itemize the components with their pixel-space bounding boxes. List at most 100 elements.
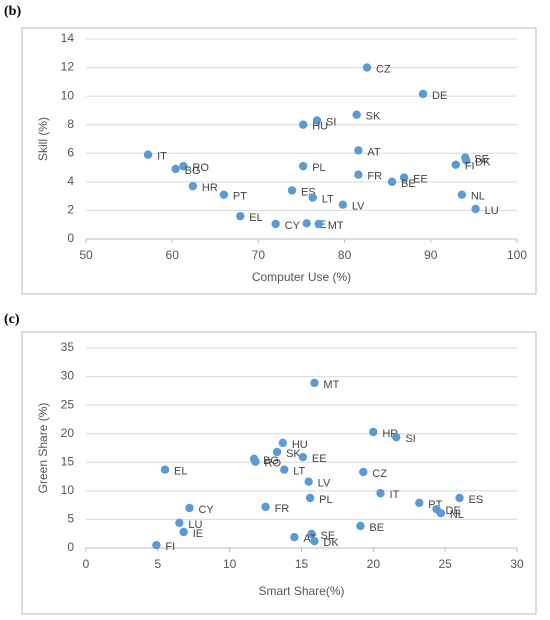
point-label: EL <box>174 466 187 478</box>
point-label: IT <box>390 489 400 501</box>
point <box>354 146 363 155</box>
point <box>415 498 424 508</box>
point <box>175 518 184 528</box>
point-label: MT <box>323 379 339 391</box>
y-tick-label: 2 <box>67 203 74 217</box>
point <box>376 488 385 498</box>
point <box>359 467 368 477</box>
y-tick-label: 10 <box>61 483 75 497</box>
point <box>418 89 428 99</box>
point <box>457 190 467 199</box>
chart-frame <box>21 27 537 295</box>
point <box>436 508 446 518</box>
x-tick-label: 30 <box>510 557 524 571</box>
point <box>352 110 361 119</box>
chart-frame <box>21 331 537 615</box>
point <box>278 438 288 448</box>
point <box>143 150 153 159</box>
point-label: FR <box>367 171 382 183</box>
point <box>356 521 365 531</box>
point <box>272 447 282 457</box>
point-label: PL <box>312 162 325 174</box>
y-tick-label: 5 <box>67 512 74 526</box>
point <box>369 427 378 437</box>
point-label: FI <box>165 541 175 553</box>
point <box>287 186 297 195</box>
x-tick-label: 50 <box>79 248 93 262</box>
point <box>152 540 161 550</box>
point <box>271 219 280 229</box>
y-tick-label: 8 <box>67 117 74 131</box>
point <box>399 173 409 182</box>
point-label: SE <box>474 153 489 165</box>
point <box>298 452 308 462</box>
point-label: DE <box>446 505 461 517</box>
point <box>160 465 170 474</box>
point-label: CY <box>285 220 301 232</box>
point-label: LU <box>485 205 499 217</box>
point <box>251 457 260 466</box>
point <box>451 160 460 169</box>
panel-label: (b) <box>4 4 21 19</box>
point <box>307 529 316 539</box>
point <box>261 502 270 512</box>
y-tick-label: 0 <box>67 540 74 554</box>
point <box>305 493 315 503</box>
point <box>188 181 198 191</box>
point-label: LV <box>352 201 365 213</box>
point-label: CY <box>198 504 214 516</box>
point <box>299 161 308 171</box>
x-tick-label: 100 <box>507 248 527 262</box>
x-tick-label: 5 <box>154 557 161 571</box>
point <box>171 164 180 174</box>
point <box>185 503 194 513</box>
point-label: BE <box>369 522 384 534</box>
point <box>179 161 188 171</box>
point <box>304 477 313 486</box>
x-tick-label: 0 <box>83 557 90 571</box>
point <box>179 527 188 537</box>
panel-label: (c) <box>4 312 20 327</box>
y-tick-label: 0 <box>67 231 74 245</box>
point-label: PT <box>233 191 247 203</box>
x-tick-label: 90 <box>424 248 438 262</box>
point <box>236 211 245 221</box>
point-label: SI <box>405 433 415 445</box>
point-label: BG <box>185 165 201 177</box>
x-tick-label: 80 <box>338 248 352 262</box>
point-label: HR <box>202 182 218 194</box>
point-label: EL <box>249 212 262 224</box>
point-label: CZ <box>376 63 391 75</box>
point <box>299 120 308 129</box>
y-tick-label: 4 <box>67 174 74 188</box>
point-label: AT <box>367 146 381 158</box>
point-label: SI <box>326 116 336 128</box>
x-tick-label: 60 <box>166 248 180 262</box>
point <box>290 532 299 542</box>
y-tick-label: 30 <box>61 369 75 383</box>
point-label: NL <box>471 191 485 203</box>
point-label: LT <box>322 193 334 205</box>
point-label: LU <box>188 519 202 531</box>
point <box>471 204 480 214</box>
point-label: RO <box>192 162 209 174</box>
point <box>392 432 401 442</box>
point-label: DE <box>432 90 447 102</box>
point-label: SE <box>321 530 336 542</box>
point-label: IE <box>193 528 203 540</box>
x-tick-label: 10 <box>223 557 237 571</box>
point-label: IT <box>157 151 167 163</box>
point <box>310 378 319 388</box>
point <box>338 200 348 209</box>
point <box>312 116 322 125</box>
x-tick-label: 15 <box>295 557 309 571</box>
point <box>219 190 229 199</box>
point-label: NL <box>450 509 464 521</box>
point <box>308 193 317 202</box>
point-label: LT <box>293 466 305 478</box>
y-tick-label: 14 <box>61 31 75 45</box>
point <box>354 170 363 179</box>
point <box>302 219 311 228</box>
y-tick-label: 12 <box>61 60 75 74</box>
y-tick-label: 6 <box>67 145 74 159</box>
